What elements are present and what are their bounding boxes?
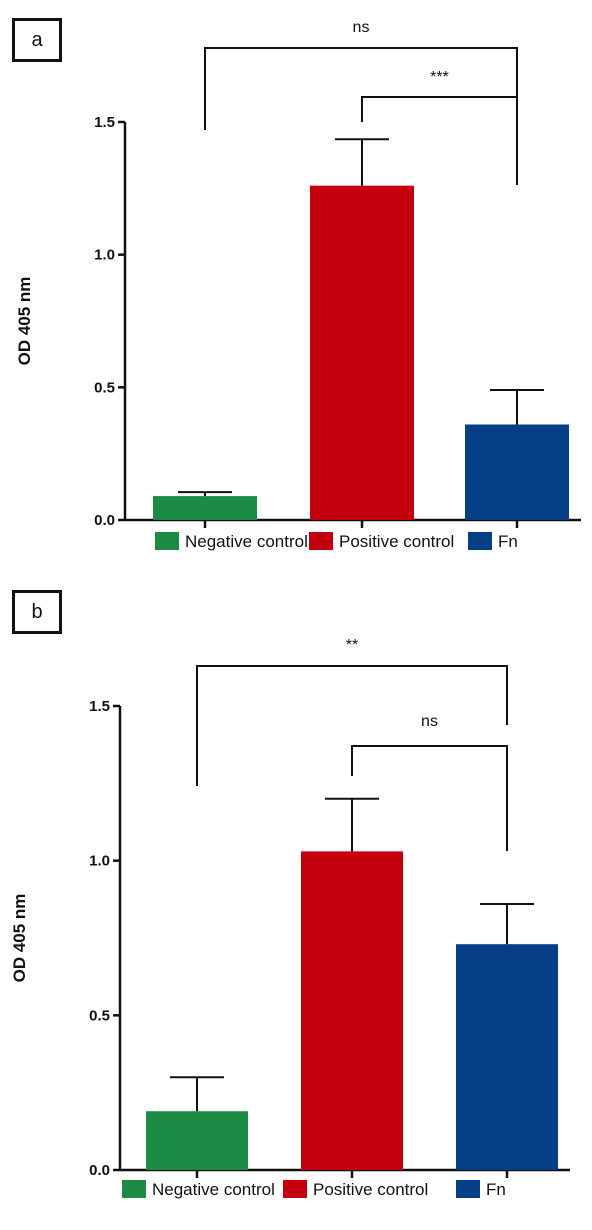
bar-a-1	[310, 185, 414, 520]
y-tick-label-a-0: 0.0	[94, 512, 115, 529]
bar-b-1	[301, 851, 403, 1170]
significance-label-a-1: ***	[430, 69, 449, 86]
y-tick-label-b-2: 1.0	[89, 853, 110, 870]
bar-chart-a: 0.0 0.5 1.0 1.5 OD 405 nm ns *** Negative contr…	[15, 19, 581, 551]
y-tick-label-a-2: 1.0	[94, 247, 115, 264]
y-axis-title-a: OD 405 nm	[15, 277, 34, 366]
significance-bracket-b-1	[351, 745, 508, 851]
chart-panel-a: a 0.0 0.5 1.0 1.5 OD 405 nm ns *** Negative con…	[0, 0, 592, 600]
bar-a-0	[153, 496, 257, 520]
legend-swatch-a-0	[155, 532, 179, 550]
y-tick-label-b-1: 0.5	[89, 1007, 110, 1024]
legend-label-a-2: Fn	[498, 532, 518, 551]
legend-swatch-b-0	[122, 1180, 146, 1198]
significance-label-a-0: ns	[353, 19, 370, 36]
y-tick-label-a-3: 1.5	[94, 114, 115, 131]
panel-label-a: a	[12, 18, 62, 62]
legend-swatch-a-1	[309, 532, 333, 550]
legend-label-b-1: Positive control	[313, 1180, 428, 1199]
y-tick-label-b-0: 0.0	[89, 1162, 110, 1179]
bar-b-0	[146, 1111, 248, 1170]
y-axis-title-b: OD 405 nm	[10, 894, 29, 983]
significance-label-b-1: ns	[421, 713, 438, 730]
legend-label-a-1: Positive control	[339, 532, 454, 551]
panel-label-b: b	[12, 590, 62, 634]
legend-label-b-0: Negative control	[152, 1180, 275, 1199]
y-tick-label-a-1: 0.5	[94, 379, 115, 396]
significance-bracket-b-0	[196, 665, 508, 786]
legend-swatch-a-2	[468, 532, 492, 550]
bar-b-2	[456, 944, 558, 1170]
significance-bracket-a-1	[361, 96, 518, 185]
legend-swatch-b-2	[456, 1180, 480, 1198]
bar-a-2	[465, 424, 569, 520]
legend-swatch-b-1	[283, 1180, 307, 1198]
legend-label-b-2: Fn	[486, 1180, 506, 1199]
legend-label-a-0: Negative control	[185, 532, 308, 551]
y-tick-label-b-3: 1.5	[89, 698, 110, 715]
significance-label-b-0: **	[346, 637, 358, 654]
